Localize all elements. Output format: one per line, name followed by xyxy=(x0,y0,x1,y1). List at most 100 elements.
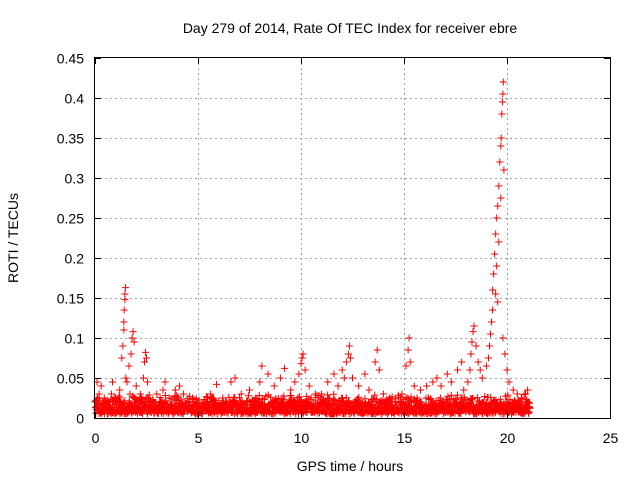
data-point xyxy=(433,374,441,382)
data-point xyxy=(311,390,319,398)
data-point xyxy=(112,398,120,406)
data-point xyxy=(447,378,455,386)
data-point xyxy=(92,398,100,406)
data-point xyxy=(145,391,153,399)
data-point xyxy=(258,362,266,370)
data-point xyxy=(499,90,507,98)
y-axis-label: ROTI / TECUs xyxy=(5,193,21,283)
data-point xyxy=(487,393,495,401)
data-point xyxy=(171,386,179,394)
data-point xyxy=(398,390,406,398)
data-point xyxy=(122,374,130,382)
data-point xyxy=(97,382,105,390)
data-point xyxy=(488,318,496,326)
data-point xyxy=(525,398,533,406)
x-tick-label: 5 xyxy=(195,430,203,446)
data-point xyxy=(255,391,263,399)
data-point xyxy=(153,409,161,417)
data-point xyxy=(297,360,305,368)
data-point xyxy=(371,391,379,399)
data-point xyxy=(189,394,197,402)
data-point xyxy=(103,402,111,410)
data-point xyxy=(526,404,534,412)
data-point xyxy=(120,306,128,314)
data-point xyxy=(153,390,161,398)
data-point xyxy=(491,250,499,258)
data-point xyxy=(119,342,127,350)
data-point xyxy=(495,238,503,246)
data-point xyxy=(276,374,284,382)
y-tick-label: 0.4 xyxy=(65,91,85,107)
data-point xyxy=(109,378,117,386)
data-point xyxy=(484,354,492,362)
data-point xyxy=(404,346,412,354)
data-point xyxy=(95,390,103,398)
data-point xyxy=(246,386,253,394)
y-tick-label: 0.45 xyxy=(57,51,84,67)
data-point xyxy=(365,386,373,394)
data-point xyxy=(127,350,135,358)
data-point xyxy=(121,284,129,292)
data-point xyxy=(96,396,104,404)
data-point xyxy=(490,270,498,278)
data-point xyxy=(495,182,503,190)
data-point xyxy=(464,378,472,386)
data-point xyxy=(379,390,387,398)
data-point xyxy=(301,366,309,374)
data-point xyxy=(119,398,127,406)
data-point xyxy=(497,134,505,142)
data-point xyxy=(200,398,208,406)
data-point xyxy=(469,328,477,336)
data-point xyxy=(237,390,245,398)
data-point xyxy=(147,398,155,406)
data-point xyxy=(318,390,326,398)
data-point xyxy=(194,402,202,410)
data-point xyxy=(453,391,461,399)
data-point xyxy=(175,382,183,390)
data-point xyxy=(354,395,362,403)
x-tick-label: 10 xyxy=(294,430,310,446)
data-point xyxy=(355,382,363,390)
data-point xyxy=(361,370,369,378)
data-point xyxy=(500,166,508,174)
data-point xyxy=(345,342,353,350)
data-point xyxy=(406,358,414,366)
data-point xyxy=(206,390,214,398)
data-point xyxy=(497,142,505,150)
data-point xyxy=(330,370,338,378)
data-point xyxy=(468,338,476,346)
data-point xyxy=(324,398,332,406)
data-point xyxy=(129,328,137,336)
data-point xyxy=(344,350,352,358)
data-point xyxy=(470,322,478,330)
data-point xyxy=(466,366,474,374)
data-point xyxy=(252,394,260,402)
x-tick-label: 15 xyxy=(397,430,413,446)
data-point xyxy=(402,362,410,370)
data-point xyxy=(297,396,305,404)
data-point xyxy=(371,358,379,366)
data-point xyxy=(324,378,332,386)
data-point xyxy=(317,407,325,415)
data-point xyxy=(436,394,444,402)
data-point xyxy=(437,382,445,390)
data-point xyxy=(476,366,484,374)
data-point xyxy=(522,390,530,398)
data-point xyxy=(489,306,497,314)
data-point xyxy=(324,395,332,403)
data-point xyxy=(125,362,133,370)
y-tick-label: 0.25 xyxy=(57,211,84,227)
data-point xyxy=(423,382,431,390)
data-point xyxy=(195,396,203,404)
data-point xyxy=(213,380,221,388)
data-point xyxy=(454,366,462,374)
data-point xyxy=(447,391,455,399)
data-point xyxy=(467,350,475,358)
data-point xyxy=(261,395,269,403)
data-point xyxy=(513,390,521,398)
data-point xyxy=(264,370,272,378)
data-point xyxy=(496,158,504,166)
data-point xyxy=(116,386,124,394)
data-point xyxy=(416,386,424,394)
data-point xyxy=(326,394,334,402)
